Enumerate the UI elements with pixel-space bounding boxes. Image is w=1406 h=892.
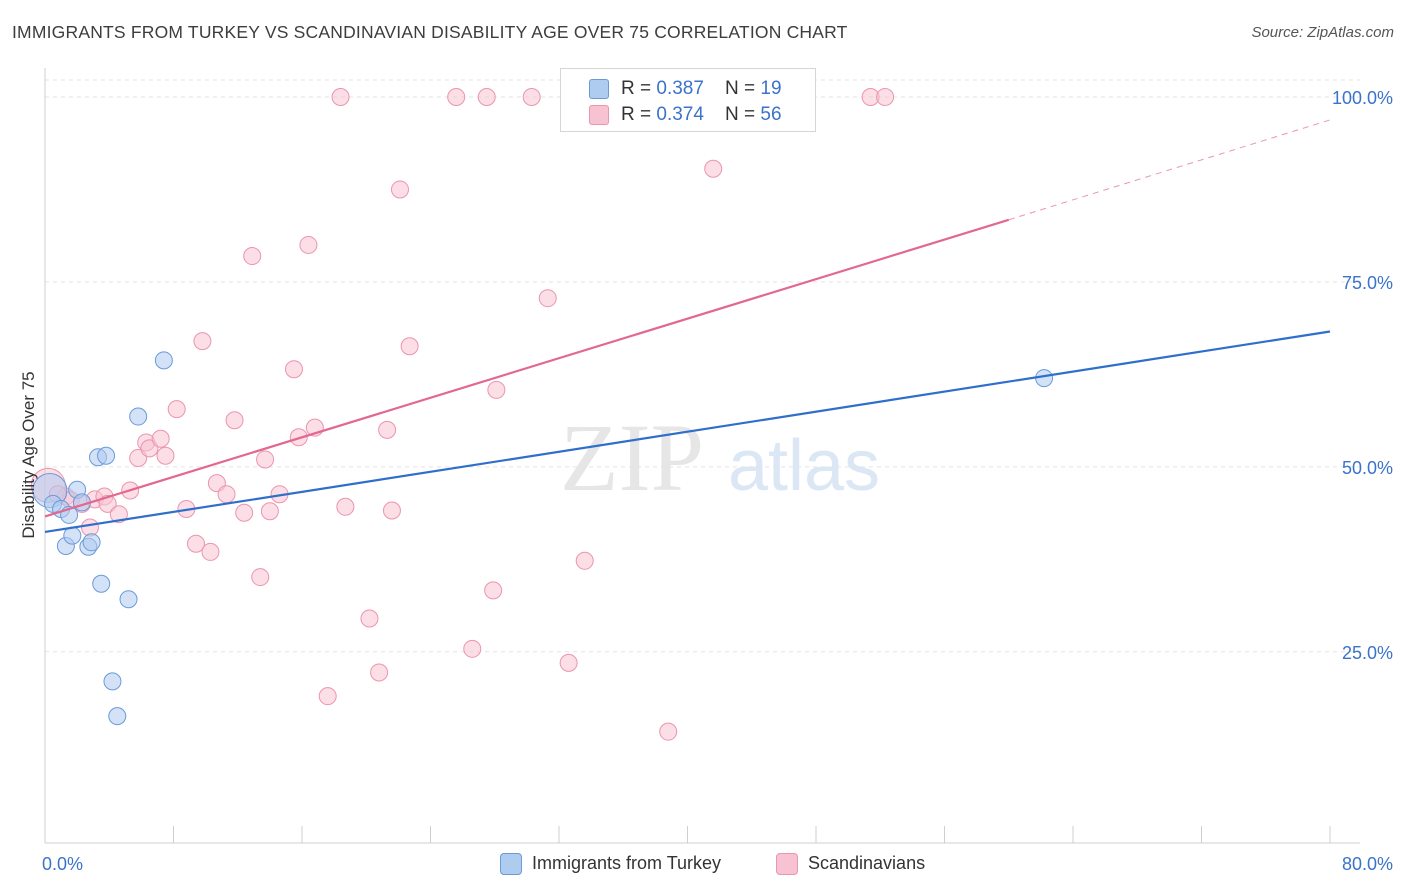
point-scandinavians xyxy=(400,337,419,356)
chart-title: IMMIGRANTS FROM TURKEY VS SCANDINAVIAN D… xyxy=(12,22,848,42)
trend-line-turkey xyxy=(44,330,1331,534)
stats-legend: R = 0.387 N = 19 R = 0.374 N = 56 xyxy=(560,68,816,132)
legend-label-scandinavians: Scandinavians xyxy=(808,853,926,873)
legend-swatch-pink xyxy=(776,853,798,875)
legend-n-value: 56 xyxy=(760,104,782,125)
point-scandinavians xyxy=(243,247,262,266)
series-legend: Immigrants from Turkey Scandinavians xyxy=(0,852,1406,878)
point-turkey xyxy=(103,672,122,691)
point-scandinavians xyxy=(484,581,503,600)
legend-r-value: 0.374 xyxy=(656,104,704,125)
point-turkey xyxy=(129,407,148,426)
point-scandinavians xyxy=(251,568,270,587)
point-scandinavians xyxy=(538,289,557,308)
point-scandinavians xyxy=(336,497,355,516)
point-scandinavians xyxy=(477,88,496,106)
point-scandinavians xyxy=(659,722,678,741)
legend-n-label: N = xyxy=(725,104,761,125)
point-turkey xyxy=(82,533,101,552)
watermark-atlas: atlas xyxy=(728,426,880,506)
trend-extension-scandinavians xyxy=(1008,119,1331,221)
data-points xyxy=(30,88,1054,741)
source-credit: Source: ZipAtlas.com xyxy=(1251,24,1394,41)
legend-r-label: R = xyxy=(621,78,657,99)
legend-n-label: N = xyxy=(725,78,761,99)
point-scandinavians xyxy=(156,446,175,465)
point-scandinavians xyxy=(217,485,236,504)
y-tick-label: 100.0% xyxy=(1332,88,1393,108)
point-scandinavians xyxy=(876,88,895,106)
trend-line-scandinavians xyxy=(44,218,1010,518)
y-axis-title: Disability Age Over 75 xyxy=(19,371,38,539)
point-turkey xyxy=(97,446,116,465)
legend-swatch-blue xyxy=(500,853,522,875)
legend-swatch-pink xyxy=(589,105,609,125)
point-scandinavians xyxy=(260,502,279,521)
y-tick-label: 75.0% xyxy=(1342,273,1393,293)
point-scandinavians xyxy=(704,159,723,178)
legend-text-turkey: R = 0.387 N = 19 xyxy=(621,78,782,100)
legend-r-label: R = xyxy=(621,104,657,125)
point-scandinavians xyxy=(193,332,212,351)
point-scandinavians xyxy=(201,542,220,561)
trend-lines xyxy=(44,119,1331,534)
point-scandinavians xyxy=(151,429,170,448)
point-scandinavians xyxy=(284,360,303,379)
legend-r-value: 0.387 xyxy=(656,78,704,99)
point-turkey xyxy=(154,351,173,370)
point-scandinavians xyxy=(522,88,541,106)
x-tick-label: 0.0% xyxy=(42,854,83,874)
point-scandinavians xyxy=(109,505,128,524)
point-scandinavians xyxy=(378,420,397,439)
point-scandinavians xyxy=(225,411,244,430)
point-scandinavians xyxy=(299,235,318,254)
point-scandinavians xyxy=(331,88,350,106)
y-tick-label: 25.0% xyxy=(1342,643,1393,663)
axes xyxy=(44,68,1360,844)
grid xyxy=(45,79,1360,653)
point-turkey xyxy=(92,574,111,593)
legend-text-scandinavians: R = 0.374 N = 56 xyxy=(621,104,782,126)
watermark: ZIP atlas xyxy=(560,404,880,511)
point-scandinavians xyxy=(235,503,254,522)
point-scandinavians xyxy=(186,534,205,553)
point-scandinavians xyxy=(370,663,389,682)
x-tick-label: 80.0% xyxy=(1342,854,1393,874)
point-scandinavians xyxy=(256,450,275,469)
legend-n-value: 19 xyxy=(760,78,782,99)
point-scandinavians xyxy=(559,653,578,672)
point-scandinavians xyxy=(487,380,506,399)
point-scandinavians xyxy=(447,88,466,106)
point-scandinavians xyxy=(382,501,401,520)
point-turkey xyxy=(108,707,127,726)
point-scandinavians xyxy=(390,180,409,199)
legend-label-turkey: Immigrants from Turkey xyxy=(532,853,722,873)
legend-swatch-blue xyxy=(589,79,609,99)
tick-labels: 25.0% 50.0% 75.0% 100.0% 0.0% 80.0% xyxy=(42,88,1393,874)
point-scandinavians xyxy=(167,400,186,419)
point-scandinavians xyxy=(360,609,379,628)
point-turkey xyxy=(119,590,138,609)
watermark-zip: ZIP xyxy=(560,404,704,511)
point-scandinavians xyxy=(575,551,594,570)
y-tick-label: 50.0% xyxy=(1342,458,1393,478)
point-scandinavians xyxy=(318,687,337,706)
point-scandinavians xyxy=(463,639,482,658)
